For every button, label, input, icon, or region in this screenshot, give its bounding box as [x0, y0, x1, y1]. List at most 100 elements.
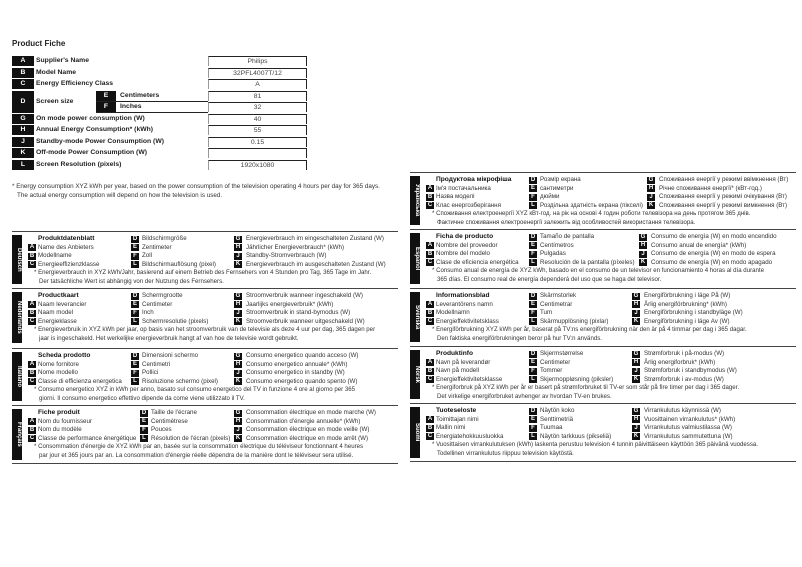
row-value: 0.15 — [208, 136, 307, 147]
letter-badge: E — [131, 361, 139, 368]
letter-badge: A — [28, 361, 36, 368]
letter-badge: D — [131, 352, 139, 360]
field-label: Consumo energetico annuale* (kWh) — [246, 360, 348, 368]
field-label: Bildschirmauflösung (pixel) — [142, 260, 216, 268]
field-label: Modellname — [38, 252, 72, 259]
letter-badge: A — [28, 301, 36, 308]
letter-badge: J — [234, 369, 242, 377]
field-label: Pulgadas — [540, 250, 566, 257]
letter-badge: K — [632, 433, 640, 440]
letter-badge: G — [234, 235, 242, 243]
letter-badge: E — [140, 418, 148, 425]
language-block-deutsch: Deutsch Produktdatenblatt D Bildschirmgröße… — [12, 231, 398, 287]
letter-badge: A — [426, 359, 434, 366]
field-label: Risoluzione schermo (pixel) — [142, 377, 218, 385]
field-label: Споживання енергії у режимі вимкнення (В… — [659, 201, 788, 209]
field-label: Navn på modell — [436, 367, 479, 374]
letter-badge: G — [234, 352, 242, 360]
field-label: Schermgrootte — [142, 292, 183, 299]
field-label: Classe de performance énergétique — [38, 434, 137, 442]
block-title: Fiche produit — [38, 409, 80, 416]
language-tab: Svenska — [410, 292, 420, 342]
page-title: Product Fiche — [12, 39, 66, 48]
language-block-українська: Українська Продуктова мікрофіша D Розмір ек… — [410, 172, 796, 228]
language-tab: Italiano — [12, 352, 22, 401]
field-label: Pollici — [142, 369, 159, 376]
letter-badge: K — [234, 378, 242, 385]
field-label: Skjermoppløsning (piksler) — [540, 375, 614, 383]
field-label: Stroomverbruik in stand-bymodus (W) — [246, 309, 351, 316]
field-label: Centimeter — [142, 300, 173, 308]
letter-badge: H — [234, 361, 242, 368]
row-label: Off-mode Power Consumption (W) — [36, 149, 148, 156]
letter-badge: B — [426, 367, 434, 375]
language-tab: Suomi — [410, 407, 420, 458]
field-label: Tamaño de pantalla — [540, 233, 595, 240]
field-label: Роздільна здатність екрана (пікселі) — [540, 201, 643, 209]
letter-badge: F — [131, 309, 139, 317]
letter-badge: K — [632, 376, 640, 383]
footnote-line: Todellinen virrankulutus riippuu televis… — [437, 449, 574, 457]
field-label: Navn på leverandør — [436, 358, 491, 366]
field-label: Näytön koko — [540, 407, 575, 414]
letter-badge: E — [529, 359, 537, 366]
footnote-line: * Consommation d'énergie de XYZ kWh par … — [34, 443, 364, 450]
letter-badge: F — [131, 369, 139, 377]
letter-badge: A — [426, 301, 434, 308]
field-label: Nome modello — [38, 369, 78, 376]
letter-badge: K — [12, 148, 34, 158]
field-label: Mallin nimi — [436, 424, 466, 431]
field-label: Річне споживання енергії* (кВт-год.) — [659, 184, 762, 192]
language-block-italiano: Italiano Scheda prodotto D Dimensioni scher… — [12, 348, 398, 404]
field-label: Consommation électrique en mode arrêt (W… — [246, 434, 369, 442]
field-label: Årlig energiförbrukning* (kWh) — [644, 300, 727, 308]
field-label: Strømforbruk i standbymodus (W) — [644, 367, 737, 374]
letter-badge: B — [28, 309, 36, 317]
field-label: Resolución de la pantalla (píxeles) — [540, 258, 635, 266]
field-label: Skärmupplösning (pixlar) — [540, 317, 609, 325]
letter-badge: L — [529, 433, 537, 440]
footnote: * Energy consumption XYZ kWh per year, b… — [12, 182, 380, 200]
letter-badge: D — [529, 292, 537, 300]
language-tab: Français — [12, 409, 22, 460]
letter-badge: E — [131, 301, 139, 308]
field-label: сантиметри — [540, 184, 574, 192]
language-block-svenska: Svenska Informationsblad D Skärmstorlek G Ene… — [410, 288, 796, 345]
field-label: Strømforbruk i av-modus (W) — [644, 375, 724, 383]
field-label: Toimittajan nimi — [436, 415, 479, 423]
letter-badge: F — [529, 309, 537, 317]
field-label: Standby-Stromverbrauch (W) — [246, 252, 327, 259]
divider — [96, 111, 208, 113]
letter-badge: G — [632, 292, 640, 300]
letter-badge: A — [28, 418, 36, 425]
block-title: Informationsblad — [436, 292, 490, 299]
field-label: Energieeffizienzklasse — [38, 260, 100, 268]
footnote-line: * Energiförbrukning XYZ kWh per år, base… — [432, 326, 747, 333]
letter-badge: J — [234, 309, 242, 317]
table-row: J Standby-mode Power Consumption (W) 0.15 — [12, 136, 307, 147]
letter-badge: C — [12, 79, 34, 89]
letter-badge: J — [632, 309, 640, 317]
field-label: Virrankulutus sammutettuna (W) — [644, 432, 733, 440]
field-label: Consumo anual de energía* (kWh) — [651, 241, 747, 249]
letter-badge: D — [140, 409, 148, 417]
letter-badge: B — [12, 67, 34, 78]
field-label: Consumo energetico quando acceso (W) — [246, 352, 359, 359]
row-value: Philips — [208, 56, 307, 66]
letter-badge: L — [131, 261, 139, 268]
field-label: Розмір екрана — [540, 176, 581, 183]
table-row: D Screen size E Centimeters 81 F Inches 32 — [12, 90, 307, 113]
field-label: Centimeter — [540, 358, 571, 366]
row-value: 32PFL4007T/12 — [208, 67, 307, 78]
field-label: Consommation électrique en mode marche (… — [246, 409, 376, 416]
field-label: Strømforbruk i på-modus (W) — [644, 350, 725, 357]
row-label: Centimeters — [120, 91, 160, 99]
letter-badge: H — [234, 301, 242, 308]
table-row: H Annual Energy Consumption* (kWh) 55 — [12, 125, 307, 135]
row-value: 40 — [208, 113, 307, 124]
row-label: Inches — [120, 102, 142, 110]
letter-badge: B — [426, 193, 434, 201]
letter-badge: J — [234, 426, 242, 434]
letter-badge: L — [529, 318, 537, 325]
letter-badge: D — [12, 90, 34, 113]
